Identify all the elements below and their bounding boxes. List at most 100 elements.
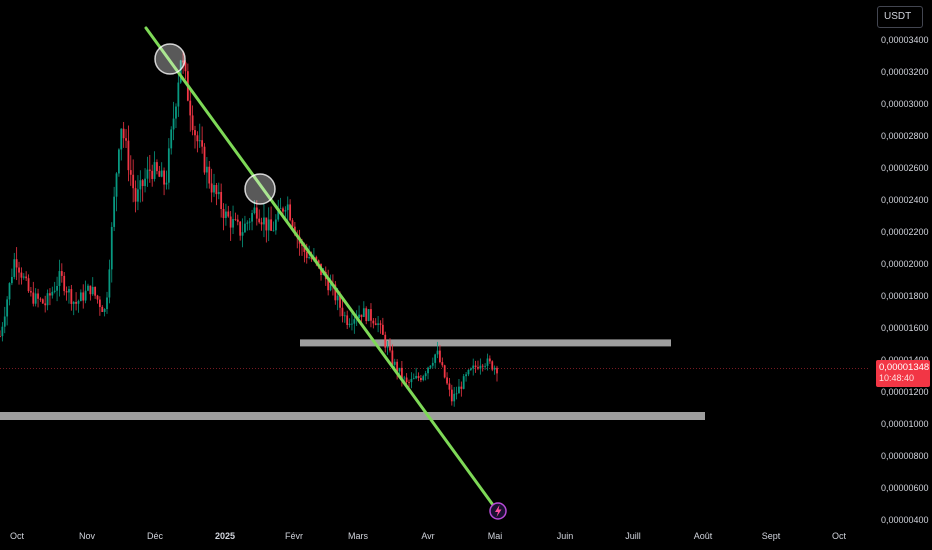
x-tick-label: Nov bbox=[79, 531, 96, 541]
candle-body bbox=[3, 316, 6, 327]
candle-body bbox=[189, 100, 192, 116]
candle-body bbox=[198, 140, 201, 142]
candle-body bbox=[362, 308, 365, 317]
candle-body bbox=[60, 271, 63, 276]
candle-body bbox=[484, 365, 487, 367]
candle-body bbox=[455, 393, 458, 395]
candle-body bbox=[94, 286, 97, 296]
candle-body bbox=[222, 209, 225, 218]
candle-body bbox=[315, 256, 318, 261]
candle-body bbox=[220, 191, 223, 210]
x-tick-label: Oct bbox=[10, 531, 25, 541]
candle-body bbox=[182, 60, 185, 63]
candle-body bbox=[120, 128, 123, 150]
x-tick-label: Févr bbox=[285, 531, 303, 541]
candle-body bbox=[450, 389, 453, 402]
candle-body bbox=[412, 378, 415, 380]
candle-body bbox=[434, 354, 437, 363]
candle-body bbox=[358, 314, 360, 319]
candle-body bbox=[27, 278, 30, 292]
candle-body bbox=[477, 367, 479, 369]
lightning-alert-icon[interactable] bbox=[489, 502, 507, 520]
y-tick-label: 0,00000600 bbox=[881, 483, 929, 493]
candle-body bbox=[65, 291, 68, 293]
candle-body bbox=[205, 166, 208, 173]
candle-body bbox=[439, 350, 441, 363]
candle-body bbox=[377, 323, 380, 325]
y-tick-label: 0,00002400 bbox=[881, 195, 929, 205]
candles bbox=[0, 51, 498, 407]
candle-body bbox=[177, 82, 180, 107]
y-tick-label: 0,00002600 bbox=[881, 163, 929, 173]
candle-body bbox=[248, 221, 251, 223]
candle-body bbox=[213, 185, 215, 193]
candle-body bbox=[82, 292, 85, 301]
candle-body bbox=[260, 222, 263, 225]
candle-body bbox=[474, 365, 477, 368]
candle-body bbox=[72, 301, 75, 304]
candle-body bbox=[191, 115, 194, 131]
candle-body bbox=[496, 367, 498, 374]
candle-body bbox=[415, 376, 418, 379]
candle-body bbox=[488, 358, 491, 362]
candle-body bbox=[424, 373, 427, 377]
candle-body bbox=[396, 361, 399, 372]
candle-body bbox=[156, 162, 158, 172]
candle-body bbox=[291, 220, 294, 227]
y-tick-label: 0,00003400 bbox=[881, 35, 929, 45]
x-tick-label: Mars bbox=[348, 531, 368, 541]
candle-body bbox=[253, 207, 256, 214]
candle-body bbox=[227, 211, 230, 217]
candle-body bbox=[75, 301, 77, 304]
trend-touch-circle bbox=[154, 43, 186, 75]
candle-body bbox=[106, 297, 108, 310]
candle-body bbox=[217, 191, 220, 195]
candle-body bbox=[87, 285, 89, 291]
candle-body bbox=[196, 135, 199, 142]
candle-body bbox=[422, 376, 425, 381]
trend-touch-circle bbox=[244, 173, 276, 205]
candle-body bbox=[225, 211, 227, 218]
candle-body bbox=[372, 320, 375, 324]
candle-body bbox=[137, 189, 139, 202]
candle-body bbox=[384, 334, 387, 348]
candle-body bbox=[265, 217, 268, 231]
candle-body bbox=[241, 232, 244, 236]
candle-body bbox=[232, 219, 234, 228]
overlays bbox=[144, 26, 507, 520]
candle-body bbox=[493, 367, 496, 370]
candle-body bbox=[1, 326, 4, 337]
candle-body bbox=[39, 298, 42, 300]
candle-countdown: 10:48:40 bbox=[879, 373, 915, 383]
candle-body bbox=[46, 293, 49, 306]
candle-body bbox=[208, 166, 211, 184]
candle-body bbox=[244, 223, 246, 233]
candle-body bbox=[56, 285, 58, 291]
candle-body bbox=[403, 377, 406, 379]
candle-body bbox=[270, 219, 272, 231]
candle-body bbox=[267, 219, 270, 231]
candle-body bbox=[391, 350, 394, 365]
candle-body bbox=[20, 272, 23, 278]
candle-body bbox=[336, 295, 339, 301]
candle-body bbox=[469, 368, 472, 370]
candle-body bbox=[398, 367, 401, 372]
candle-body bbox=[210, 183, 213, 193]
candle-body bbox=[367, 309, 370, 322]
candle-body bbox=[158, 171, 161, 177]
candle-body bbox=[179, 60, 182, 83]
candle-body bbox=[115, 173, 118, 197]
candle-body bbox=[458, 386, 460, 394]
candle-body bbox=[125, 138, 127, 141]
candle-body bbox=[486, 358, 489, 366]
candle-body bbox=[146, 169, 149, 179]
candle-body bbox=[49, 293, 51, 296]
candle-body bbox=[379, 323, 382, 325]
x-tick-label: Oct bbox=[832, 531, 847, 541]
candle-body bbox=[274, 219, 277, 231]
candle-body bbox=[148, 169, 151, 171]
candle-body bbox=[472, 365, 475, 369]
currency-button[interactable]: USDT bbox=[877, 6, 923, 28]
candle-body bbox=[282, 208, 284, 212]
